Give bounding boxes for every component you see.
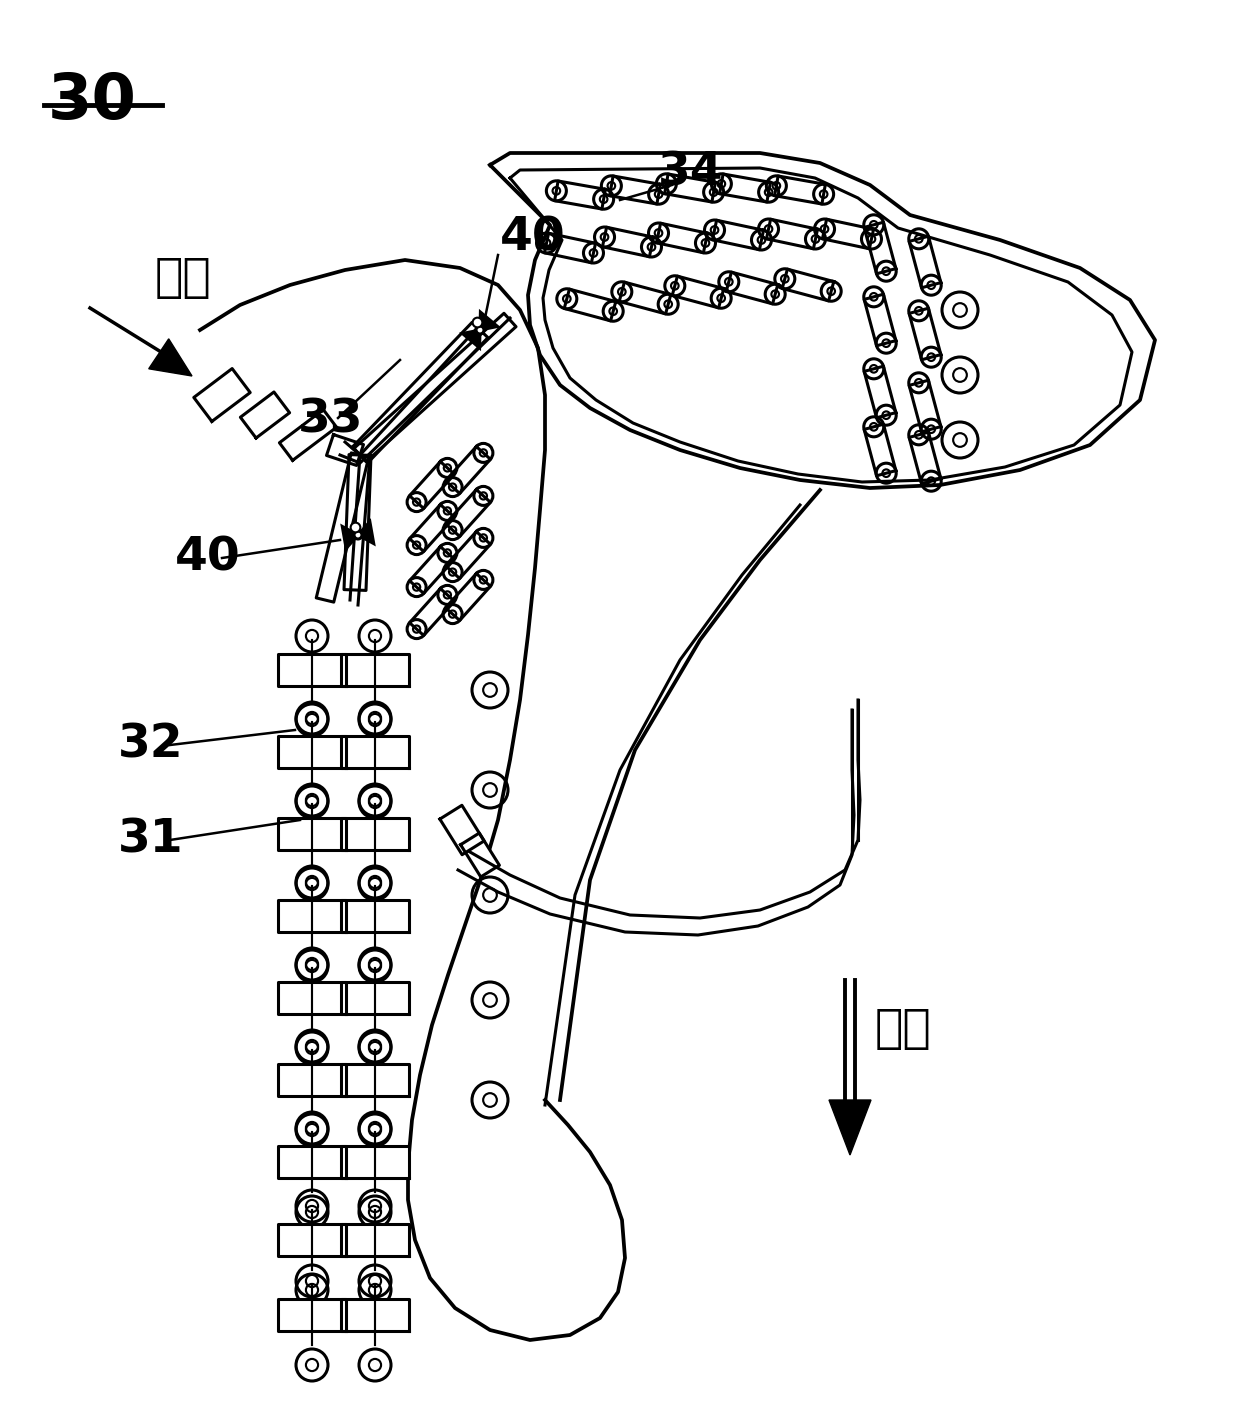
Polygon shape — [193, 368, 250, 422]
Polygon shape — [279, 410, 336, 461]
Polygon shape — [341, 1300, 409, 1331]
Polygon shape — [341, 653, 409, 686]
Text: 31: 31 — [118, 818, 184, 863]
Polygon shape — [341, 1064, 409, 1096]
Polygon shape — [342, 527, 358, 548]
Polygon shape — [440, 805, 484, 854]
Text: 总进: 总进 — [155, 256, 212, 301]
Text: 34: 34 — [658, 150, 724, 195]
Polygon shape — [341, 1146, 409, 1177]
Polygon shape — [278, 653, 346, 686]
Polygon shape — [341, 1224, 409, 1256]
Polygon shape — [278, 1224, 346, 1256]
Polygon shape — [278, 1146, 346, 1177]
Text: 32: 32 — [118, 722, 184, 767]
Polygon shape — [278, 818, 346, 850]
Polygon shape — [480, 312, 497, 330]
Polygon shape — [278, 736, 346, 769]
Polygon shape — [341, 901, 409, 932]
Polygon shape — [830, 1100, 870, 1155]
Polygon shape — [278, 901, 346, 932]
Polygon shape — [463, 330, 480, 348]
Text: 33: 33 — [298, 398, 363, 443]
Circle shape — [353, 531, 362, 540]
Text: 40: 40 — [175, 535, 241, 580]
Text: 总出: 总出 — [875, 1007, 931, 1052]
Polygon shape — [241, 392, 290, 438]
Polygon shape — [341, 818, 409, 850]
Text: 30: 30 — [48, 70, 136, 132]
Polygon shape — [149, 339, 192, 377]
Polygon shape — [278, 1064, 346, 1096]
Polygon shape — [358, 521, 373, 544]
Polygon shape — [341, 982, 409, 1014]
Circle shape — [476, 326, 484, 334]
Polygon shape — [460, 833, 500, 877]
Polygon shape — [278, 982, 346, 1014]
Polygon shape — [341, 736, 409, 769]
Polygon shape — [278, 1300, 346, 1331]
Text: 40: 40 — [500, 215, 565, 260]
